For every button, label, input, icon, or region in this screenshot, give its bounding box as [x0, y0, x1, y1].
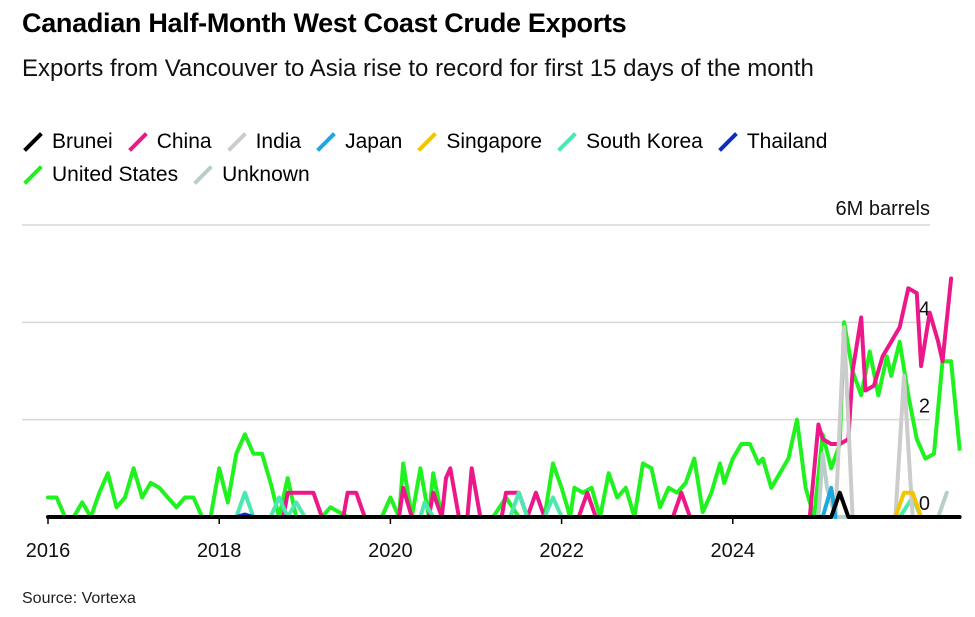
legend-item-india: India: [226, 128, 302, 156]
legend-item-south-korea: South Korea: [556, 128, 703, 156]
legend-item-united-states: United States: [22, 161, 178, 189]
legend-swatch-icon: [193, 165, 213, 185]
legend-swatch-icon: [718, 132, 738, 152]
y-tick-label: 4: [919, 298, 930, 320]
series-line-south-korea: [234, 490, 924, 519]
series-line-brunei: [46, 490, 962, 519]
legend-swatch-icon: [316, 132, 336, 152]
legend-item-unknown: Unknown: [192, 161, 310, 189]
x-tick-label: 2016: [26, 540, 71, 562]
y-tick-label: 2: [919, 396, 930, 418]
legend-label: Unknown: [222, 163, 310, 186]
legend-swatch-icon: [23, 132, 43, 152]
source-note: Source: Vortexa: [22, 590, 136, 607]
legend: Brunei China India Japan Singapore South Kore…: [22, 128, 942, 194]
legend-swatch-icon: [417, 132, 438, 152]
legend-swatch-icon: [127, 132, 148, 152]
series-line-united-states: [46, 320, 962, 519]
legend-item-japan: Japan: [315, 128, 402, 156]
legend-label: Japan: [345, 130, 403, 153]
x-tick-label: 2022: [539, 540, 584, 562]
series-line-singapore: [893, 490, 924, 519]
legend-label: Thailand: [746, 130, 828, 153]
legend-label: South Korea: [586, 130, 703, 153]
x-tick-label: 2024: [711, 540, 756, 562]
legend-swatch-icon: [23, 165, 43, 185]
legend-item-china: China: [127, 128, 212, 156]
chart-subtitle: Exports from Vancouver to Asia rise to r…: [22, 55, 814, 82]
legend-label: United States: [52, 163, 179, 186]
legend-label: India: [255, 130, 302, 153]
x-tick-label: 2018: [197, 540, 242, 562]
series-line-unknown: [816, 451, 949, 519]
legend-item-brunei: Brunei: [22, 128, 113, 156]
legend-label: China: [156, 130, 212, 153]
legend-swatch-icon: [226, 132, 247, 152]
legend-swatch-icon: [557, 132, 577, 152]
legend-item-singapore: Singapore: [416, 128, 542, 156]
legend-label: Brunei: [52, 130, 113, 153]
x-tick-label: 2020: [368, 540, 413, 562]
chart-title: Canadian Half-Month West Coast Crude Exp…: [22, 8, 627, 38]
legend-item-thailand: Thailand: [717, 128, 828, 156]
y-tick-label: 0: [919, 493, 930, 515]
legend-label: Singapore: [446, 130, 543, 153]
y-tick-label: 6M barrels: [836, 198, 930, 220]
